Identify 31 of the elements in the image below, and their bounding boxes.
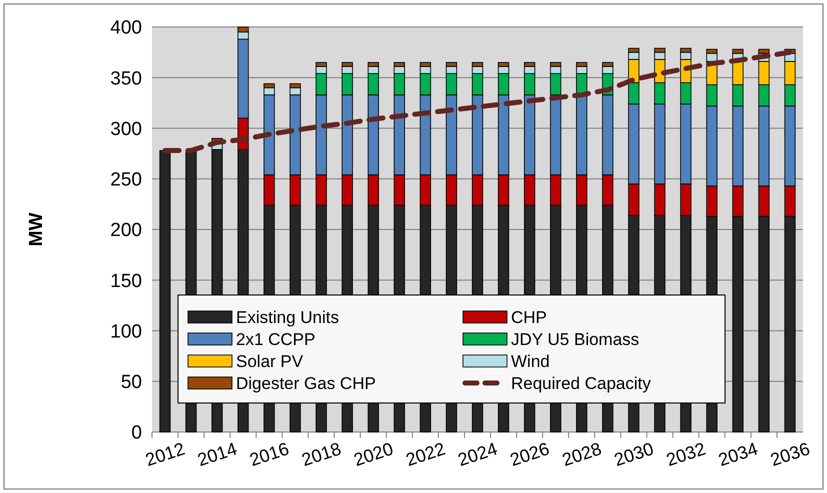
legend-label: Wind [511,352,550,371]
x-tick-label: 2016 [247,438,292,470]
y-tick-label: 250 [110,170,142,191]
legend-label: CHP [511,308,547,327]
x-tick-label: 2026 [508,438,552,470]
legend-label: 2x1 CCPP [236,330,316,349]
y-tick-label: 0 [131,422,142,444]
y-axis-title: MW [26,212,47,246]
x-tick-label: 2018 [299,438,344,470]
y-tick-label: 200 [110,220,142,242]
legend-label: Existing Units [236,308,339,327]
x-tick-label: 2036 [768,438,812,470]
legend-label: Solar PV [236,352,304,371]
y-tick-label: 300 [110,118,142,140]
y-tick-label: 350 [110,68,142,90]
x-tick-label: 2028 [560,438,604,470]
y-tick-label: 400 [110,18,142,39]
x-tick-label: 2014 [195,438,240,470]
x-tick-label: 2030 [612,438,656,470]
x-tick-label: 2034 [716,438,760,470]
x-tick-label: 2020 [351,438,396,470]
x-tick-label: 2032 [664,438,708,470]
x-tick-label: 2022 [403,438,448,470]
legend-label: Digester Gas CHP [236,374,376,393]
y-tick-label: 100 [110,321,142,342]
x-tick-label: 2012 [142,438,188,470]
legend-label: JDY U5 Biomass [511,330,640,349]
y-tick-label: 50 [120,372,142,394]
x-tick-label: 2024 [455,438,500,470]
y-tick-label: 150 [110,270,142,292]
legend-label: Required Capacity [511,374,652,393]
